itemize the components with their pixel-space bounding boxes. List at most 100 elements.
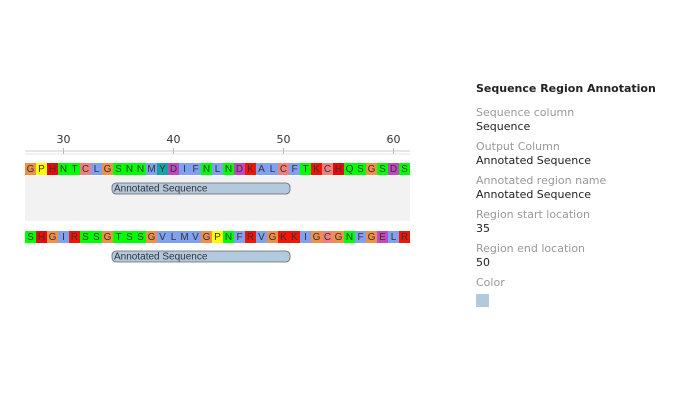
residue: S	[401, 164, 408, 175]
residue: S	[357, 164, 364, 175]
residue: S	[126, 232, 133, 243]
residue-cell	[113, 231, 124, 243]
residue-cell	[179, 163, 190, 175]
residue: L	[215, 164, 221, 175]
residue-cell	[168, 163, 179, 175]
residue: V	[159, 232, 166, 243]
residue-cell	[146, 231, 157, 243]
residue-cell	[36, 163, 47, 175]
residue-cell	[333, 231, 344, 243]
residue: G	[269, 232, 277, 243]
residue-cell	[399, 231, 410, 243]
residue: N	[225, 232, 232, 243]
residue-cell	[36, 231, 47, 243]
residue-cell	[102, 231, 113, 243]
residue: R	[401, 232, 408, 243]
residue: R	[247, 232, 254, 243]
residue-cell	[124, 163, 135, 175]
field-list: Sequence column Sequence Output Column Anno…	[476, 106, 686, 307]
residue: I	[62, 232, 65, 243]
residue: T	[302, 164, 308, 175]
field-value: Sequence	[476, 120, 531, 133]
annotation-label: Annotated Sequence	[114, 252, 208, 263]
residue: F	[236, 232, 242, 243]
residue: K	[280, 232, 287, 243]
residue-cell	[201, 231, 212, 243]
residue-cell	[135, 231, 146, 243]
residue: M	[180, 232, 188, 243]
residue-cell	[91, 231, 102, 243]
residue: L	[171, 232, 177, 243]
residue-cell	[58, 163, 69, 175]
color-swatch[interactable]	[476, 294, 489, 307]
residue: N	[137, 164, 144, 175]
annotation-bar	[111, 182, 291, 195]
residue-cell	[190, 163, 201, 175]
residue-cell	[25, 163, 36, 175]
residue: D	[390, 164, 397, 175]
residue: D	[170, 164, 177, 175]
residue: T	[115, 232, 121, 243]
residue-cell	[289, 163, 300, 175]
residue: V	[258, 232, 265, 243]
ruler-label: 60	[387, 133, 401, 146]
residue-cell	[223, 163, 234, 175]
residue-cell	[234, 163, 245, 175]
field-value: 35	[476, 222, 490, 235]
residue: I	[183, 164, 186, 175]
residue: S	[93, 232, 100, 243]
residue-cell	[113, 163, 124, 175]
residue: G	[203, 232, 211, 243]
residue: P	[38, 164, 45, 175]
residue: G	[313, 232, 321, 243]
residue: H	[335, 164, 342, 175]
residue: G	[368, 164, 376, 175]
residue: G	[335, 232, 343, 243]
residue-cell	[69, 231, 80, 243]
residue: M	[147, 164, 155, 175]
residue-cell	[322, 163, 333, 175]
residue-cell	[344, 231, 355, 243]
residue-cell	[91, 163, 102, 175]
residue-cell	[355, 231, 366, 243]
residue: G	[104, 164, 112, 175]
field-value: Annotated Sequence	[476, 188, 592, 201]
residue-cell	[311, 163, 322, 175]
residue: G	[27, 164, 35, 175]
residue: G	[104, 232, 112, 243]
residue: K	[291, 232, 298, 243]
field-value: Annotated Sequence	[476, 154, 592, 167]
field-label: Annotated region name	[476, 174, 607, 187]
properties-panel: Sequence Region Annotation Sequence colu…	[476, 82, 686, 307]
residue-cell	[256, 163, 267, 175]
residue-cell	[366, 231, 377, 243]
residue-cell	[135, 163, 146, 175]
residue: H	[49, 164, 56, 175]
residue: E	[379, 232, 386, 243]
residue-cell	[201, 163, 212, 175]
residue-cell	[47, 231, 58, 243]
residue-cell	[223, 231, 234, 243]
residue: C	[280, 164, 287, 175]
residue-cell	[366, 163, 377, 175]
residue-cell	[267, 231, 278, 243]
field-label: Region end location	[476, 242, 586, 255]
residue-cell	[146, 163, 157, 175]
residue-cell	[179, 231, 190, 243]
residue: L	[94, 164, 100, 175]
residue-cell	[377, 163, 388, 175]
residue: G	[148, 232, 156, 243]
residue: S	[379, 164, 386, 175]
ruler-label: 40	[167, 133, 181, 146]
residue-cell	[256, 231, 267, 243]
residue-cell	[377, 231, 388, 243]
residue-cell	[355, 163, 366, 175]
field-label: Output Column	[476, 140, 560, 153]
residue: C	[324, 232, 331, 243]
residue-cell	[245, 163, 256, 175]
residue-cell	[344, 163, 355, 175]
annotation-bar	[111, 250, 291, 263]
residue-cell	[80, 231, 91, 243]
residue-cell	[234, 231, 245, 243]
residue-cell	[47, 163, 58, 175]
